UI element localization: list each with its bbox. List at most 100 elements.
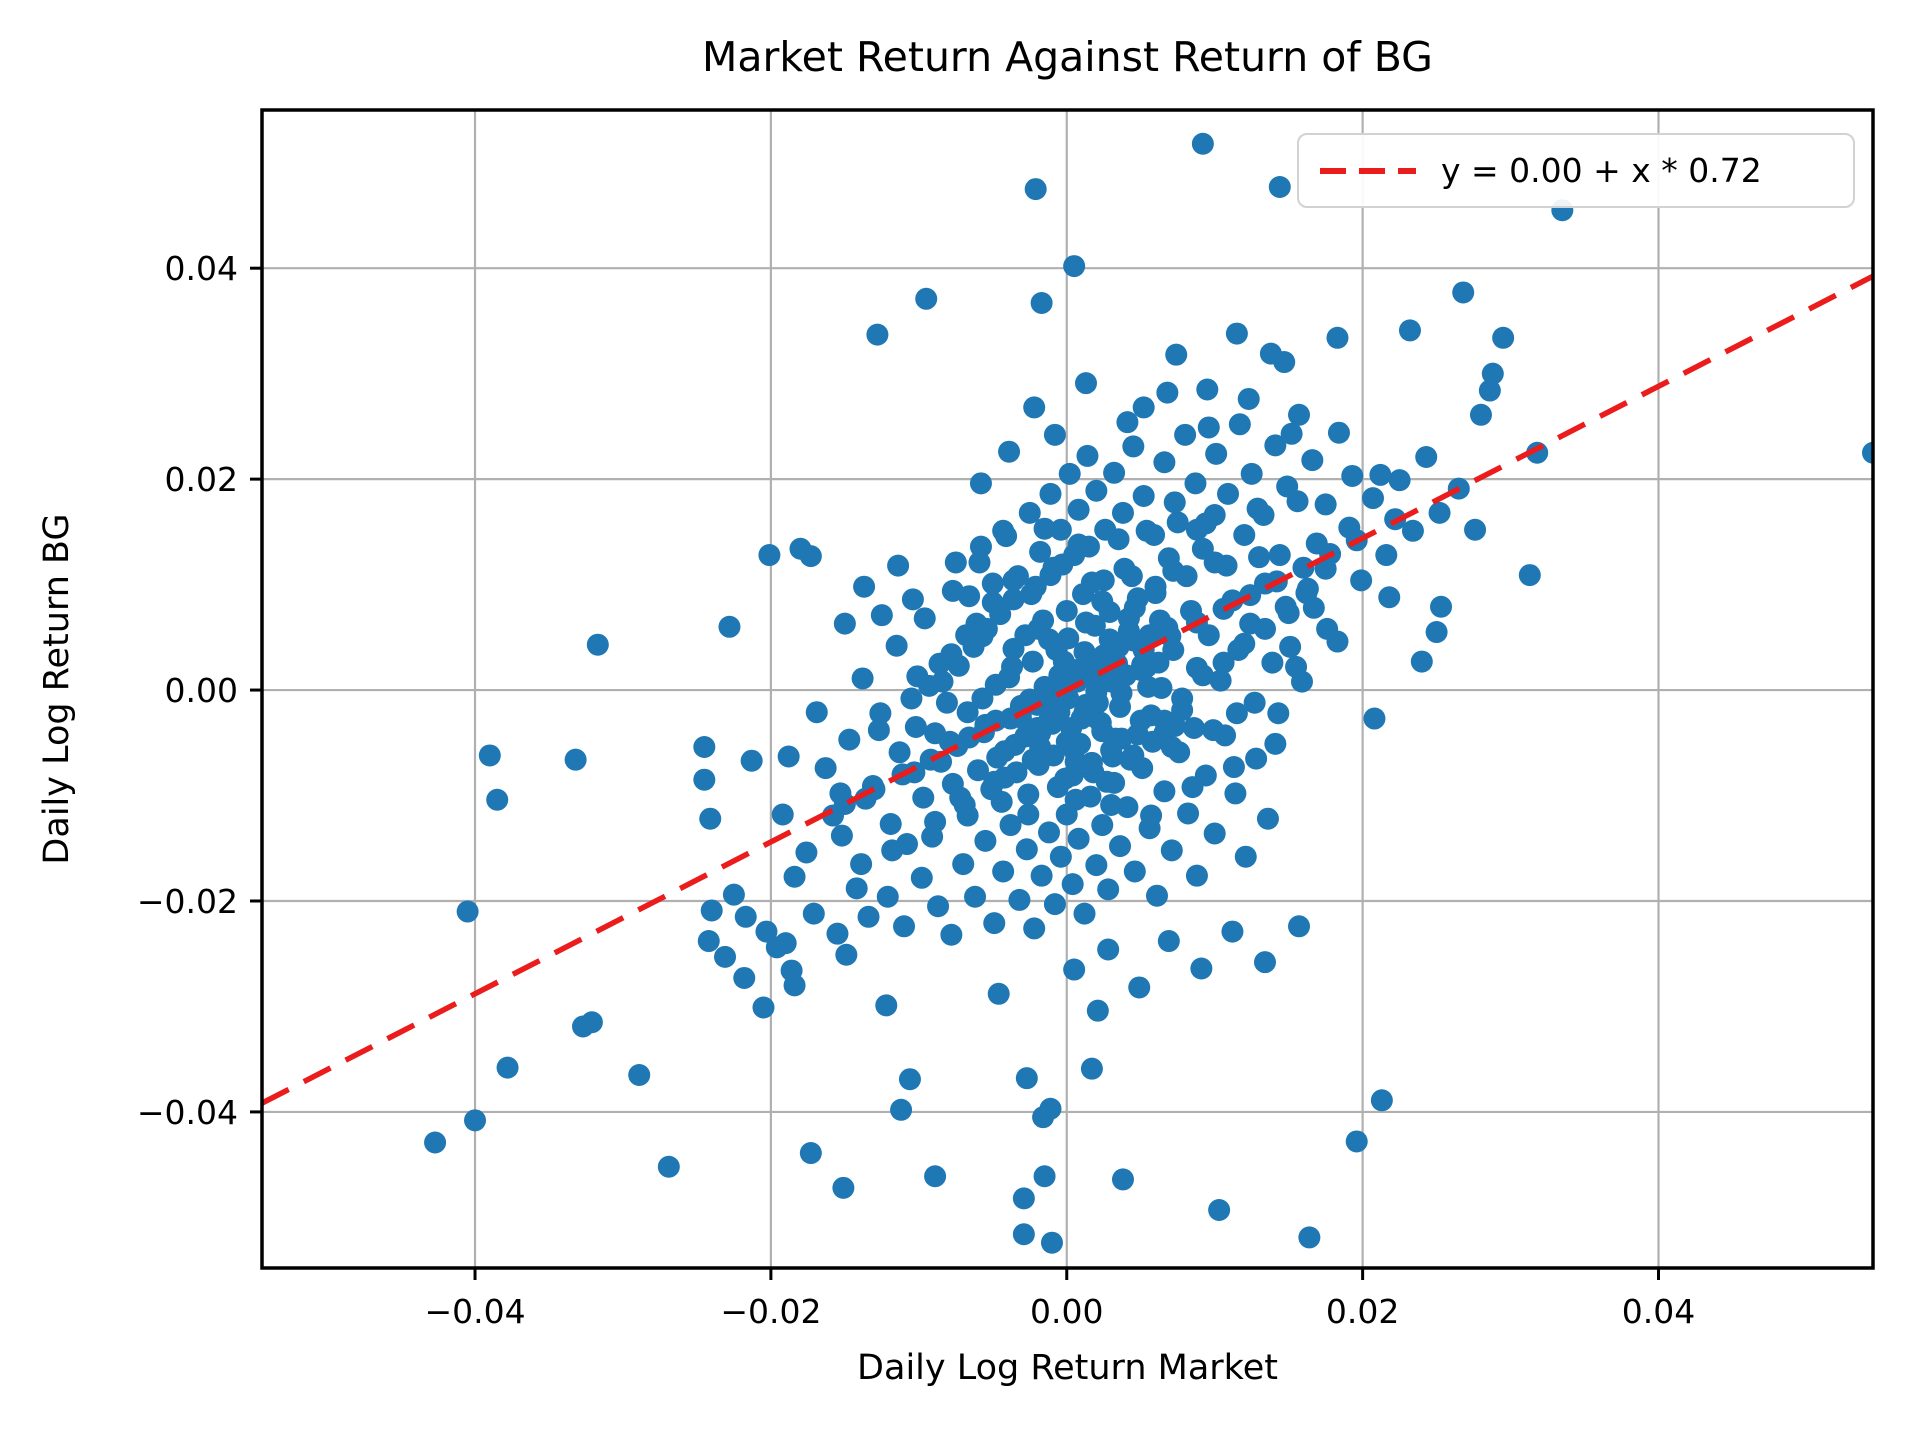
scatter-point [1032,1106,1055,1129]
scatter-point [1428,501,1451,524]
scatter-point [983,770,1006,793]
scatter-point [564,748,587,771]
scatter-point [1058,462,1081,485]
scatter-point [1165,343,1188,366]
scatter-point [890,1098,913,1121]
scatter-point [699,807,722,830]
scatter-point [1191,132,1214,155]
scatter-point [783,865,806,888]
scatter-point [900,687,923,710]
scatter-point [1141,730,1164,753]
scatter-point [1027,617,1050,640]
scatter-point [1217,482,1240,505]
scatter-point [931,670,954,693]
scatter-point [1256,807,1279,830]
scatter-point [1033,517,1056,540]
scatter-point [1057,627,1080,650]
scatter-point [1018,501,1041,524]
scatter-point [1049,845,1072,868]
scatter-point [1061,873,1084,896]
scatter-point [1061,764,1084,787]
scatter-point [1038,821,1061,844]
y-tick-label: −0.04 [137,1093,238,1132]
scatter-point [1097,938,1120,961]
scatter-point [1191,664,1214,687]
scatter-point [1055,599,1078,622]
scatter-point [1469,403,1492,426]
scatter-point [1094,518,1117,541]
scatter-point [733,966,756,989]
scatter-point [1292,556,1315,579]
scatter-point [944,551,967,574]
scatter-point [1177,802,1200,825]
scatter-point [1162,559,1185,582]
scatter-point [1430,595,1453,618]
scatter-point [1234,845,1257,868]
scatter-point [1080,571,1103,594]
scatter-point [1085,854,1108,877]
scatter-point [999,814,1022,837]
scatter-point [1301,449,1324,472]
scatter-point [1174,423,1197,446]
scatter-point [919,748,942,771]
scatter-point [755,920,778,943]
scatter-point [940,923,963,946]
scatter-point [1481,362,1504,385]
scatter-point [1285,655,1308,678]
scatter-point [910,866,933,889]
scatter-point [1040,699,1063,722]
scatter-point [1156,616,1179,639]
scatter-point [1040,1231,1063,1254]
scatter-point [1478,379,1501,402]
scatter-point [1043,893,1066,916]
scatter-point [1196,378,1219,401]
scatter-point [1370,1089,1393,1112]
scatter-point [969,535,992,558]
scatter-point [924,1165,947,1188]
scatter-point [1327,421,1350,444]
scatter-point [1245,747,1268,770]
x-axis-label: Daily Log Return Market [857,1348,1278,1388]
scatter-point [863,778,886,801]
scatter-point [833,612,856,635]
scatter-point [1153,780,1176,803]
scatter-point [771,803,794,826]
scatter-point [1103,771,1126,794]
scatter-point [1030,864,1053,887]
scatter-point [802,902,825,925]
scatter-point [1163,714,1186,737]
scatter-point [1103,461,1126,484]
scatter-point [1012,1223,1035,1246]
scatter-point [1288,403,1311,426]
scatter-point [1452,281,1475,304]
scatter-point [1314,493,1337,516]
scatter-point [981,591,1004,614]
scatter-point [1020,583,1043,606]
scatter-point [1296,577,1319,600]
scatter-point [1276,475,1299,498]
scatter-point [875,994,898,1017]
scatter-point [1063,255,1086,278]
scatter-point [1067,498,1090,521]
scatter-point [915,287,938,310]
scatter-point [924,722,947,745]
scatter-point [752,996,775,1019]
scatter-point [940,643,963,666]
scatter-point [965,612,988,635]
scatter-point [1268,175,1291,198]
scatter-point [1076,444,1099,467]
x-tick-label: −0.02 [720,1292,821,1331]
scatter-point [876,885,899,908]
scatter-point [958,585,981,608]
scatter-point [990,790,1013,813]
scatter-point [1203,551,1226,574]
scatter-point [1039,482,1062,505]
scatter-point [799,545,822,568]
scatter-point [1063,739,1086,762]
scatter-point [974,829,997,852]
scatter-point [1097,878,1120,901]
scatter-point [758,544,781,567]
scatter-point [1123,860,1146,883]
regression-line [262,273,1873,1106]
scatter-point [1492,326,1515,349]
